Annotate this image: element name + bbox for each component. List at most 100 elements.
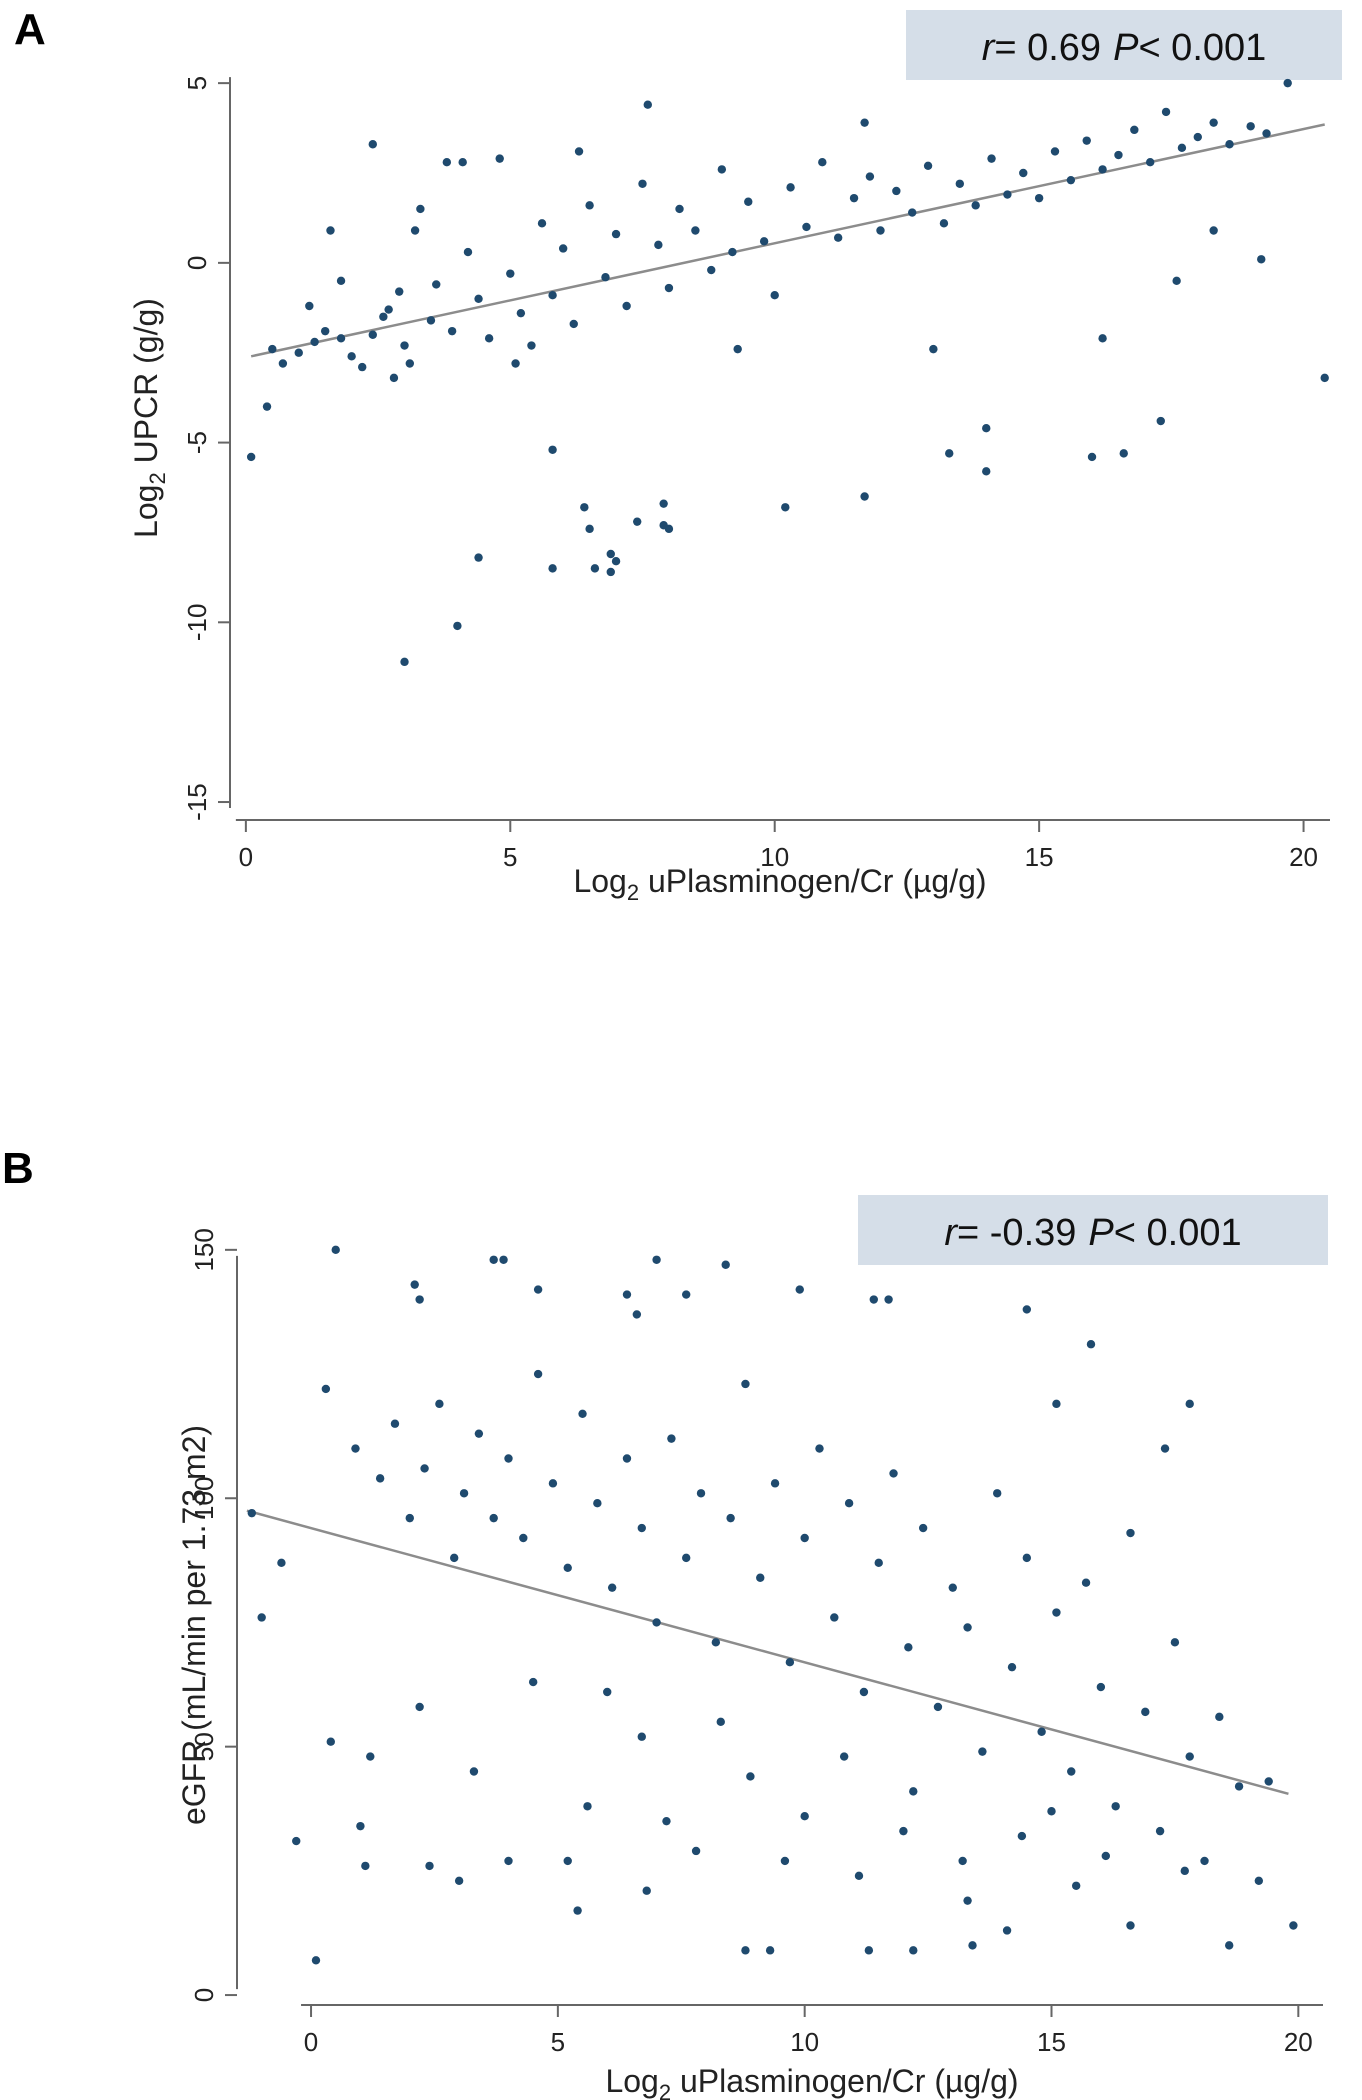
panel-a-data-point <box>707 265 716 275</box>
panel-b-data-point <box>277 1558 286 1568</box>
panel-a-points <box>246 78 1329 667</box>
panel-b-data-point <box>652 1618 661 1627</box>
panel-a-data-point <box>611 556 621 566</box>
panel-b-data-point <box>1022 1305 1032 1314</box>
panel-b-points <box>247 1245 1298 1965</box>
panel-b-data-point <box>499 1255 508 1264</box>
panel-a-data-point <box>833 233 843 242</box>
panel-b-data-point <box>844 1499 854 1508</box>
panel-b-data-point <box>780 1856 790 1866</box>
panel-a-data-point <box>982 424 991 433</box>
panel-b-data-point <box>958 1856 967 1866</box>
panel-a-data-point <box>1003 190 1012 199</box>
panel-a-x-tick-label: 0 <box>239 842 253 872</box>
panel-b-data-point <box>528 1677 538 1687</box>
panel-a-data-point <box>368 330 377 339</box>
panel-a-data-point <box>474 553 483 562</box>
panel-b-data-point <box>1017 1831 1027 1841</box>
panel-a-data-point <box>558 244 568 253</box>
panel-a-x-tick-label: 20 <box>1289 842 1318 872</box>
panel-b-data-point <box>1086 1340 1096 1349</box>
panel-a-data-point <box>818 158 827 167</box>
panel-b-data-point <box>963 1623 972 1632</box>
panel-b-y-axis-label: eGFR (mL/min per 1.73 m2) <box>176 1425 212 1825</box>
panel-b-data-point <box>785 1657 795 1667</box>
panel-a-data-point <box>923 161 933 171</box>
panel-a-data-point <box>1114 150 1123 160</box>
panel-b-data-point <box>1126 1528 1135 1538</box>
panel-a-data-point <box>320 326 330 336</box>
panel-b-p-symbol: P <box>1088 1212 1114 1254</box>
panel-b-data-point <box>450 1553 459 1563</box>
panel-a-data-point <box>336 334 346 343</box>
panel-a-data-point <box>463 247 473 257</box>
panel-a-data-point <box>1320 373 1329 383</box>
panel-b-data-point <box>583 1802 592 1811</box>
panel-b-data-point <box>420 1464 429 1473</box>
panel-a-data-point <box>786 183 795 192</box>
panel-b-data-point <box>459 1489 469 1498</box>
panel-a-data-point <box>548 445 557 454</box>
panel-b-r-symbol: r <box>944 1212 958 1254</box>
panel-b-data-point <box>859 1687 869 1697</box>
panel-a-data-point <box>516 308 526 318</box>
panel-a-data-point <box>759 237 769 246</box>
panel-a-data-point <box>395 287 404 296</box>
panel-a-y-axis-label: Log2 UPCR (g/g) <box>128 298 170 538</box>
panel-a-data-point <box>987 154 996 163</box>
panel-b-data-point <box>696 1489 706 1498</box>
panel-a-data-point <box>1066 175 1076 185</box>
panel-b-data-point <box>425 1861 434 1871</box>
panel-b-data-point <box>361 1861 370 1871</box>
panel-b-data-point <box>864 1946 874 1955</box>
panel-a-x-axis-label: Log2 uPlasminogen/Cr (µg/g) <box>573 863 986 905</box>
panel-a-data-point <box>744 197 753 206</box>
panel-b-data-point <box>415 1295 424 1304</box>
panel-a-data-point <box>580 503 589 512</box>
panel-b-data-point <box>415 1702 424 1712</box>
panel-a-data-point <box>606 567 615 577</box>
panel-a-fit-line-group <box>250 123 1325 358</box>
panel-b-stats: r= -0.39 P< 0.001 <box>944 1212 1241 1254</box>
panel-a-data-point <box>939 219 949 228</box>
panel-a-y-tick-label: -5 <box>182 431 212 454</box>
panel-b-data-point <box>366 1752 375 1761</box>
panel-a-data-point <box>310 337 319 347</box>
panel-b-data-point <box>662 1816 671 1826</box>
panel-b-data-point <box>642 1886 651 1895</box>
panel-b-data-point <box>1160 1444 1170 1453</box>
panel-a-data-point <box>432 280 441 289</box>
panel-a-p-symbol: P <box>1113 27 1139 69</box>
panel-b-data-point <box>869 1295 878 1304</box>
panel-a-data-point <box>590 564 600 573</box>
panel-b-data-point <box>637 1523 646 1533</box>
panel-a-annotation-box <box>906 10 1342 80</box>
panel-b-data-point <box>410 1280 419 1289</box>
panel-b-data-point <box>1111 1802 1120 1811</box>
panel-b-data-point <box>326 1737 335 1746</box>
panel-a-data-point <box>717 165 727 174</box>
panel-a-data-point <box>728 247 737 257</box>
panel-b-x-label-rest: uPlasminogen/Cr (µg/g) <box>671 2063 1018 2099</box>
panel-a-data-point <box>1161 107 1171 117</box>
panel-a-data-point <box>664 283 674 293</box>
panel-a-y-label-rest: UPCR (g/g) <box>128 298 164 472</box>
panel-b-data-point <box>874 1558 883 1568</box>
panel-a-data-point <box>611 229 621 239</box>
panel-a-data-point <box>511 359 520 368</box>
panel-b-x-axis-label: Log2 uPlasminogen/Cr (µg/g) <box>605 2063 1018 2100</box>
panel-b-data-point <box>247 1508 257 1518</box>
panel-b-data-point <box>405 1513 414 1523</box>
panel-b-p-value: < 0.001 <box>1114 1212 1242 1254</box>
panel-b-data-point <box>1052 1399 1061 1409</box>
panel-b-data-point <box>519 1533 528 1543</box>
panel-a-data-point <box>781 503 790 512</box>
panel-a-x-tick-label: 5 <box>503 842 517 872</box>
panel-a-data-point <box>876 226 885 235</box>
panel-b-data-point <box>390 1419 400 1428</box>
panel-b-x-tick-label: 20 <box>1284 2027 1313 2057</box>
panel-b-data-point <box>533 1285 543 1294</box>
panel-b-data-point <box>351 1444 360 1453</box>
panel-b-data-point <box>933 1702 943 1712</box>
panel-b-data-point <box>257 1613 266 1622</box>
